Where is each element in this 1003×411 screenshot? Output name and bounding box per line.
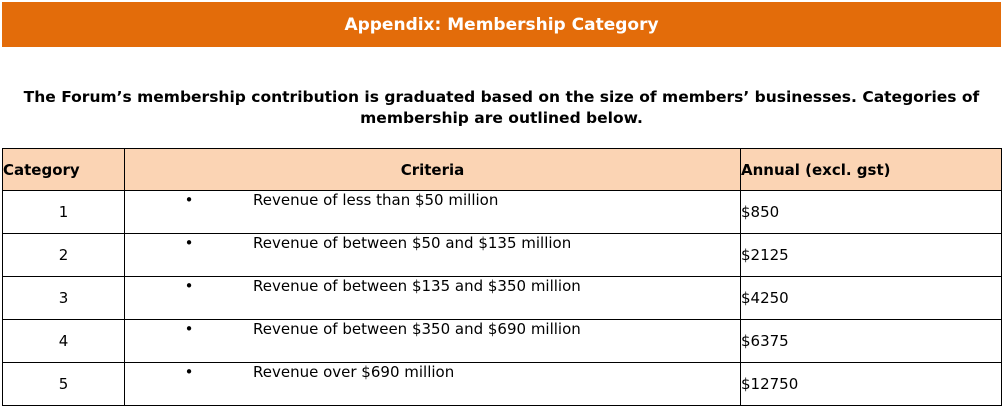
category-cell: 1 — [2, 190, 125, 234]
table-row: 1 • Revenue of less than $50 million $85… — [2, 190, 1002, 234]
criteria-cell: • Revenue of between $50 and $135 millio… — [124, 233, 741, 277]
criteria-text: Revenue of between $50 and $135 million — [253, 234, 572, 252]
header-criteria: Criteria — [124, 148, 741, 191]
bullet-icon: • — [184, 234, 194, 252]
criteria-cell: • Revenue of less than $50 million — [124, 190, 741, 234]
category-cell: 4 — [2, 319, 125, 363]
intro-text: The Forum’s membership contribution is g… — [23, 88, 980, 127]
criteria-cell: • Revenue over $690 million — [124, 362, 741, 406]
criteria-cell: • Revenue of between $135 and $350 milli… — [124, 276, 741, 320]
bullet-icon: • — [184, 277, 194, 295]
criteria-text: Revenue of between $350 and $690 million — [253, 320, 581, 338]
annual-fee-cell: $850 — [740, 190, 1002, 234]
criteria-text: Revenue over $690 million — [253, 363, 455, 381]
criteria-text: Revenue of between $135 and $350 million — [253, 277, 581, 295]
annual-fee-cell: $6375 — [740, 319, 1002, 363]
criteria-cell: • Revenue of between $350 and $690 milli… — [124, 319, 741, 363]
bullet-icon: • — [184, 363, 194, 381]
annual-fee-cell: $4250 — [740, 276, 1002, 320]
bullet-icon: • — [184, 320, 194, 338]
category-cell: 2 — [2, 233, 125, 277]
table-row: 4 • Revenue of between $350 and $690 mil… — [2, 319, 1002, 363]
category-cell: 5 — [2, 362, 125, 406]
table-header-row: Category Criteria Annual (excl. gst) — [2, 148, 1002, 191]
table-row: 3 • Revenue of between $135 and $350 mil… — [2, 276, 1002, 320]
header-category: Category — [2, 148, 125, 191]
page-title: Appendix: Membership Category — [344, 14, 659, 35]
table-row: 2 • Revenue of between $50 and $135 mill… — [2, 233, 1002, 277]
category-cell: 3 — [2, 276, 125, 320]
header-banner: Appendix: Membership Category — [2, 2, 1001, 47]
table-row: 5 • Revenue over $690 million $12750 — [2, 362, 1002, 406]
bullet-icon: • — [184, 191, 194, 209]
annual-fee-cell: $2125 — [740, 233, 1002, 277]
header-annual: Annual (excl. gst) — [740, 148, 1002, 191]
annual-fee-cell: $12750 — [740, 362, 1002, 406]
membership-table: Category Criteria Annual (excl. gst) 1 •… — [2, 148, 1002, 406]
criteria-text: Revenue of less than $50 million — [253, 191, 499, 209]
